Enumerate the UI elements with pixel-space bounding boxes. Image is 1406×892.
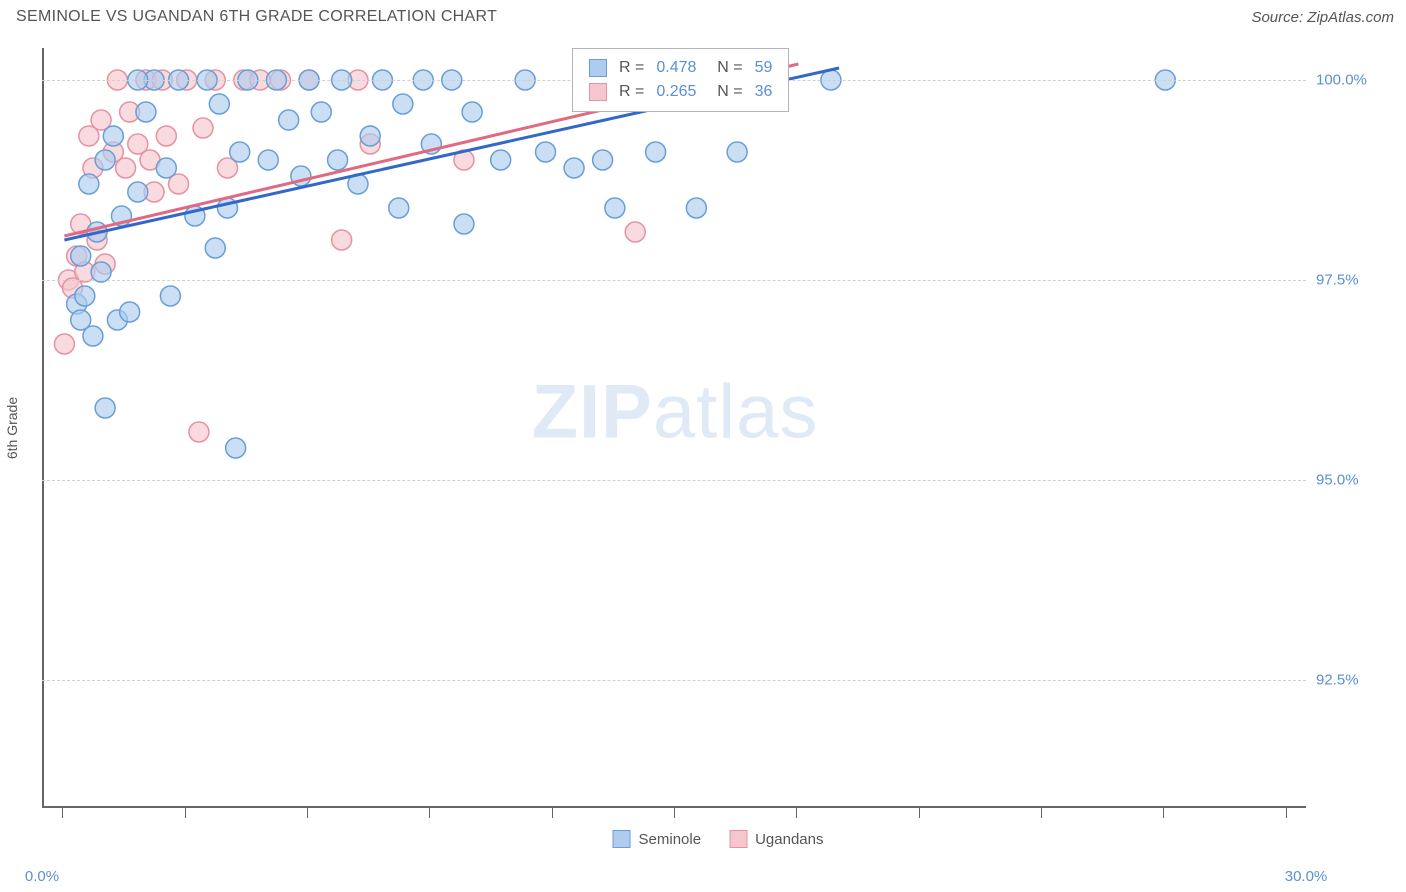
gridline — [42, 280, 1306, 281]
seminole-point — [136, 102, 156, 122]
seminole-point — [103, 126, 123, 146]
x-tick — [429, 808, 430, 818]
chart-title: SEMINOLE VS UGANDAN 6TH GRADE CORRELATIO… — [16, 8, 497, 26]
gridline — [42, 480, 1306, 481]
seminole-point — [536, 142, 556, 162]
plot-svg — [44, 48, 1308, 808]
seminole-point — [79, 174, 99, 194]
seminole-point — [205, 238, 225, 258]
x-min-label: 0.0% — [25, 868, 59, 885]
x-tick — [62, 808, 63, 818]
x-tick — [307, 808, 308, 818]
legend-swatch — [729, 830, 747, 848]
seminole-point — [156, 158, 176, 178]
x-tick — [796, 808, 797, 818]
correlation-row: R = 0.265 N = 36 — [589, 80, 772, 104]
source-label: Source: ZipAtlas.com — [1251, 9, 1394, 26]
corr-swatch — [589, 83, 607, 101]
corr-n-label: N = — [708, 80, 742, 104]
seminole-point — [83, 326, 103, 346]
seminole-point — [727, 142, 747, 162]
seminole-point — [226, 438, 246, 458]
seminole-point — [128, 182, 148, 202]
gridline — [42, 680, 1306, 681]
seminole-point — [393, 94, 413, 114]
seminole-point — [258, 150, 278, 170]
corr-r-value: 0.478 — [656, 56, 696, 80]
seminole-point — [564, 158, 584, 178]
seminole-point — [462, 102, 482, 122]
correlation-box: R = 0.478 N = 59R = 0.265 N = 36 — [572, 48, 789, 112]
chart-area: 6th Grade ZIPatlas 92.5%95.0%97.5%100.0%… — [42, 48, 1394, 836]
corr-n-value: 36 — [755, 80, 773, 104]
ugandans-point — [116, 158, 136, 178]
seminole-point — [120, 302, 140, 322]
seminole-point — [389, 198, 409, 218]
x-max-label: 30.0% — [1285, 868, 1328, 885]
x-tick — [919, 808, 920, 818]
ugandans-point — [332, 230, 352, 250]
ugandans-point — [156, 126, 176, 146]
x-tick — [1041, 808, 1042, 818]
seminole-point — [230, 142, 250, 162]
seminole-point — [95, 398, 115, 418]
seminole-point — [593, 150, 613, 170]
y-tick-label: 97.5% — [1316, 272, 1359, 289]
y-tick-label: 95.0% — [1316, 472, 1359, 489]
ugandans-point — [189, 422, 209, 442]
seminole-point — [95, 150, 115, 170]
y-tick-label: 92.5% — [1316, 672, 1359, 689]
corr-n-value: 59 — [755, 56, 773, 80]
seminole-point — [91, 262, 111, 282]
legend-item: Seminole — [613, 830, 702, 848]
seminole-point — [605, 198, 625, 218]
bottom-legend: Seminole Ugandans — [613, 830, 824, 848]
seminole-point — [71, 246, 91, 266]
legend-label: Seminole — [639, 831, 702, 848]
x-tick — [1286, 808, 1287, 818]
corr-n-label: N = — [708, 56, 742, 80]
x-tick — [1163, 808, 1164, 818]
seminole-point — [686, 198, 706, 218]
legend-swatch — [613, 830, 631, 848]
seminole-point — [75, 286, 95, 306]
seminole-point — [491, 150, 511, 170]
corr-r-label: R = — [619, 80, 644, 104]
x-tick — [674, 808, 675, 818]
seminole-point — [160, 286, 180, 306]
legend-item: Ugandans — [729, 830, 823, 848]
corr-r-label: R = — [619, 56, 644, 80]
seminole-point — [646, 142, 666, 162]
seminole-point — [209, 94, 229, 114]
plot-area: ZIPatlas — [42, 48, 1306, 808]
ugandans-point — [54, 334, 74, 354]
seminole-point — [360, 126, 380, 146]
x-tick — [552, 808, 553, 818]
ugandans-point — [625, 222, 645, 242]
y-axis-label: 6th Grade — [4, 397, 20, 459]
corr-swatch — [589, 59, 607, 77]
seminole-point — [279, 110, 299, 130]
seminole-point — [454, 214, 474, 234]
seminole-point — [311, 102, 331, 122]
legend-label: Ugandans — [755, 831, 823, 848]
y-tick-label: 100.0% — [1316, 72, 1367, 89]
seminole-point — [328, 150, 348, 170]
x-tick — [185, 808, 186, 818]
corr-r-value: 0.265 — [656, 80, 696, 104]
ugandans-point — [193, 118, 213, 138]
correlation-row: R = 0.478 N = 59 — [589, 56, 772, 80]
